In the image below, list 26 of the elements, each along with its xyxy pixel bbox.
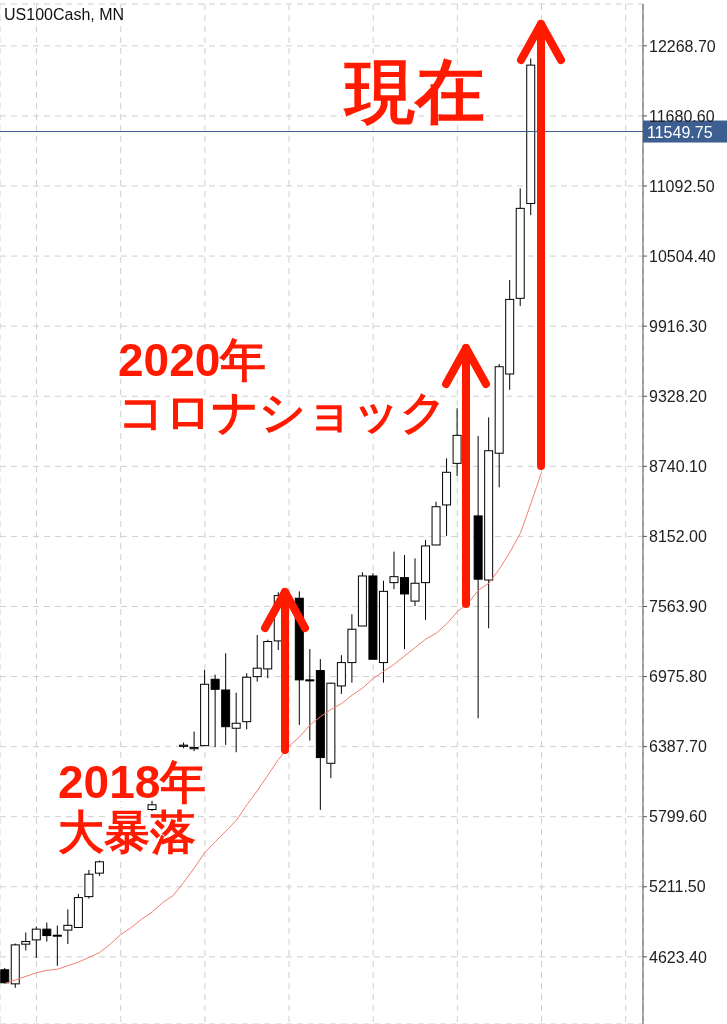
line-series [4, 471, 543, 984]
y-tick-label: 11680.60 [649, 107, 715, 125]
candlestick [52, 925, 62, 967]
y-tick-label: 6387.70 [649, 738, 707, 756]
y-tick-label: 7563.90 [649, 598, 707, 616]
annotation: 2020年 [118, 334, 267, 386]
y-tick-label: 12268.70 [649, 37, 716, 55]
y-tick-label: 6975.80 [649, 668, 707, 686]
candlestick [189, 731, 199, 752]
y-tick-label: 4623.40 [649, 948, 707, 966]
candlestick [84, 869, 94, 900]
annotation: 2018年 [58, 756, 207, 808]
annotation: 大暴落 [58, 806, 196, 858]
y-tick-label: 5211.50 [649, 878, 706, 896]
chart-title: US100Cash, MN [4, 6, 125, 23]
y-tick-label: 10504.40 [649, 247, 716, 265]
y-tick-label: 11092.50 [649, 177, 715, 195]
ref-line-label: 11549.75 [647, 123, 713, 141]
y-tick-label: 8152.00 [649, 528, 707, 546]
y-tick-label: 5799.60 [649, 808, 707, 826]
y-tick-label: 8740.10 [649, 458, 707, 475]
annotation: 現在 [343, 53, 485, 131]
candlestick [231, 692, 241, 753]
y-tick-label: 9328.20 [649, 387, 707, 405]
annotation: コロナショック [118, 386, 447, 438]
y-tick-label: 9916.30 [649, 317, 707, 335]
